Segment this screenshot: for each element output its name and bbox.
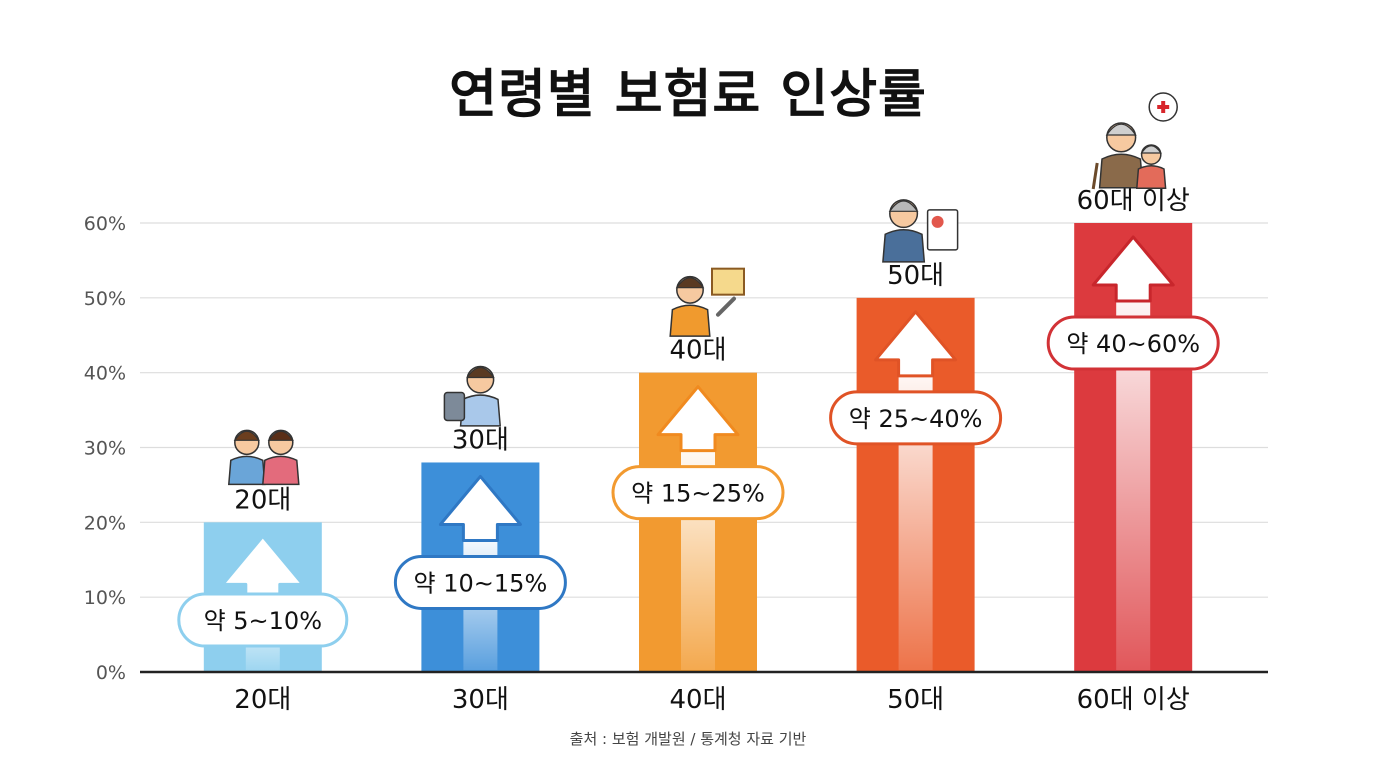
bar-top-label: 60대 이상 (1077, 186, 1190, 216)
students-icon (227, 429, 300, 486)
person-body (459, 394, 502, 427)
arrow-head (1091, 235, 1175, 303)
range-pill (177, 592, 349, 648)
x-tick-label: 60대 이상 (1077, 685, 1190, 715)
y-axis-ticks: 0% 10% 20% 30% 40% 50% 60% (84, 213, 126, 684)
pie-chart-icon (931, 215, 944, 228)
arrow-head (438, 474, 522, 542)
x-tick-label: 50대 (887, 685, 944, 715)
family-photo-icon (711, 267, 745, 296)
chart-title: 연령별 보험료 인상률 (449, 65, 927, 125)
arrow-head (656, 385, 740, 453)
x-tick-label: 20대 (234, 685, 291, 715)
range-pill (1046, 315, 1220, 371)
bar-group: 약 5~10% 20대 (177, 485, 349, 672)
man-with-document-icon (882, 199, 959, 263)
range-pill (829, 390, 1003, 446)
cane-icon (1091, 162, 1099, 190)
y-tick-label: 40% (84, 363, 126, 385)
range-pill (611, 465, 785, 521)
person-body (882, 228, 926, 263)
person-hair (1140, 145, 1162, 154)
wrench-icon (716, 296, 736, 317)
range-pill (393, 554, 567, 610)
document-icon (926, 209, 959, 251)
x-tick-label: 30대 (452, 685, 509, 715)
person-hair (888, 200, 919, 212)
person-hair (267, 430, 294, 441)
x-tick-label: 40대 (669, 685, 726, 715)
y-tick-label: 10% (84, 587, 126, 609)
medical-cross-icon (1157, 101, 1170, 113)
person-body (261, 455, 300, 486)
person-hair (466, 366, 495, 379)
range-label: 약 5~10% (204, 607, 322, 635)
source-note: 출처 : 보험 개발원 / 통계청 자료 기반 (569, 730, 807, 748)
y-tick-label: 30% (84, 438, 126, 460)
bar-group: 약 25~40% 50대 (829, 261, 1003, 672)
person-body (227, 455, 266, 486)
woman-with-tablet-icon (443, 365, 502, 427)
worker-with-tools-icon (669, 267, 745, 337)
person-body (669, 304, 711, 337)
elderly-couple-icon (1091, 92, 1178, 190)
bar-group: 약 10~15% 30대 (393, 425, 567, 672)
bar-group: 약 15~25% 40대 (611, 336, 785, 672)
person-body (1098, 153, 1144, 189)
x-axis-ticks: 20대 30대 40대 50대 60대 이상 (234, 685, 1189, 715)
person-hair (1105, 123, 1137, 136)
range-label: 약 40~60% (1066, 330, 1200, 358)
person-hair (675, 277, 705, 289)
bar-top-label: 30대 (452, 425, 509, 455)
range-label: 약 10~15% (414, 569, 548, 597)
y-tick-label: 20% (84, 512, 126, 534)
bar-top-label: 50대 (887, 261, 944, 291)
y-tick-label: 50% (84, 288, 126, 310)
bar-top-label: 20대 (234, 485, 291, 515)
tablet-icon (443, 391, 466, 422)
range-label: 약 15~25% (631, 480, 765, 508)
bar-group: 약 40~60% 60대 이상 (1046, 186, 1220, 672)
person-hair (233, 430, 260, 441)
y-tick-label: 60% (84, 213, 126, 235)
y-tick-label: 0% (96, 662, 126, 684)
arrow-head (874, 310, 958, 378)
person-body (1135, 165, 1167, 189)
range-label: 약 25~40% (849, 405, 983, 433)
bar-top-label: 40대 (669, 336, 726, 366)
age-icons (227, 92, 1178, 486)
